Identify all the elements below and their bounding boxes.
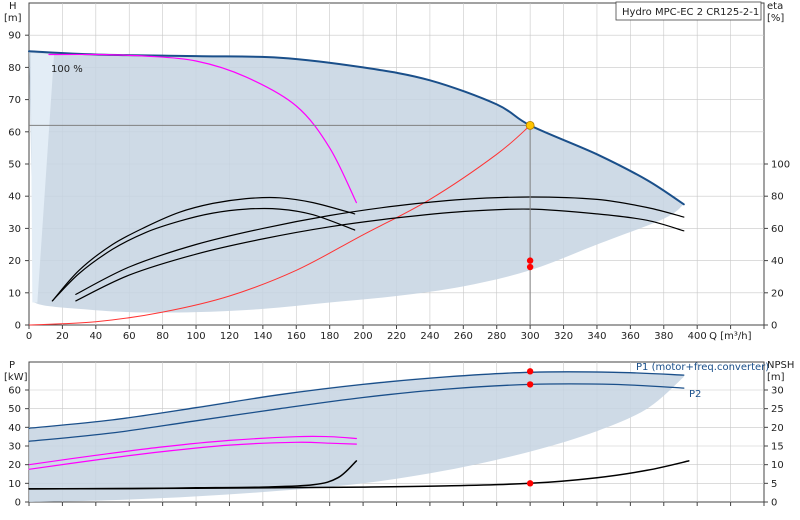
head-x-tick-label: 220 <box>387 331 406 342</box>
power-left-tick-label: 60 <box>8 386 21 397</box>
head-x-tick-label: 80 <box>156 331 169 342</box>
power-left-axis-title: P <box>9 360 15 371</box>
head-right-tick-label: 0 <box>771 321 777 332</box>
head-eff-curve-line <box>75 208 685 302</box>
power-operating-envelope <box>29 371 684 502</box>
power-right-tick-label: 0 <box>771 498 777 509</box>
power-operating-marker <box>526 368 534 375</box>
head-right-axis-unit: [%] <box>767 13 784 24</box>
title-box <box>615 1 762 21</box>
head-x-tick-label: 120 <box>220 331 239 342</box>
power-right-tick-label: 15 <box>771 442 784 453</box>
head-right-tick-label: 60 <box>771 224 784 235</box>
head-left-tick-label: 60 <box>8 127 21 138</box>
axes <box>25 34 768 506</box>
power-right-tick-label: 20 <box>771 423 784 434</box>
head-x-tick-label: 100 <box>186 331 205 342</box>
head-x-tick-label: 60 <box>123 331 136 342</box>
head-left-tick-label: 50 <box>8 160 21 171</box>
head-operating-envelope <box>29 51 684 313</box>
head-right-tick-label: 40 <box>771 256 784 267</box>
head-left-tick-label: 70 <box>8 95 21 106</box>
power-reduced-curve-line <box>28 441 357 470</box>
head-left-axis-title: H <box>9 1 17 12</box>
head-x-tick-label: 140 <box>253 331 272 342</box>
head-x-tick-label: 200 <box>354 331 373 342</box>
chart-title: Hydro MPC-EC 2 CR125-2-1 <box>622 7 759 18</box>
power-left-tick-label: 40 <box>8 423 21 434</box>
power-right-axis-unit: [m] <box>767 372 785 383</box>
series-label-p1: P1 (motor+freq.converter) <box>636 362 769 373</box>
head-left-axis-unit: [m] <box>4 13 22 24</box>
head-operating-marker <box>526 257 534 264</box>
head-left-tick-label: 0 <box>15 321 21 332</box>
head-eff-curve-line <box>75 196 685 295</box>
head-x-tick-label: 40 <box>89 331 102 342</box>
power-left-tick-label: 50 <box>8 404 21 415</box>
head-x-tick-label: 300 <box>521 331 540 342</box>
head-pump-curve-line <box>28 50 685 206</box>
head-x-tick-label: 180 <box>320 331 339 342</box>
head-x-tick-label: 240 <box>420 331 439 342</box>
head-left-tick-label: 10 <box>8 288 21 299</box>
power-operating-marker <box>526 381 534 388</box>
power-reduced-curve-line <box>28 435 357 466</box>
head-system-curve-line <box>28 124 531 326</box>
head-left-tick-label: 30 <box>8 224 21 235</box>
head-left-tick-label: 90 <box>8 31 21 42</box>
head-right-axis-title: eta <box>767 1 783 12</box>
power-right-axis-title: NPSH <box>767 360 794 371</box>
head-x-tick-label: 380 <box>654 331 673 342</box>
head-reduced-curve-line <box>48 53 357 204</box>
head-x-tick-label: 20 <box>56 331 69 342</box>
power-left-tick-label: 30 <box>8 442 21 453</box>
power-power-curve-line <box>28 371 685 429</box>
power-power-curve-line <box>28 383 685 442</box>
head-x-tick-label: 400 <box>688 331 707 342</box>
duty-point-marker <box>525 120 535 130</box>
head-left-tick-label: 80 <box>8 63 21 74</box>
head-x-tick-label: 0 <box>26 331 32 342</box>
head-x-tick-label: 260 <box>454 331 473 342</box>
series <box>28 50 690 490</box>
head-left-tick-label: 40 <box>8 192 21 203</box>
head-x-tick-label: 160 <box>287 331 306 342</box>
envelopes <box>29 51 684 502</box>
power-left-tick-label: 10 <box>8 479 21 490</box>
power-operating-marker <box>526 480 534 487</box>
head-right-tick-label: 100 <box>771 160 790 171</box>
head-x-tick-label: 280 <box>487 331 506 342</box>
head-x-tick-label: 360 <box>621 331 640 342</box>
head-right-tick-label: 20 <box>771 288 784 299</box>
markers <box>525 120 535 487</box>
series-label-p2: P2 <box>689 389 701 400</box>
power-right-tick-label: 5 <box>771 479 777 490</box>
labels: 0102030405060708090020406080100H[m]eta[%… <box>4 1 794 509</box>
head-left-tick-label: 20 <box>8 256 21 267</box>
head-x-axis-label: Q [m³/h] <box>709 331 751 342</box>
power-left-axis-unit: [kW] <box>4 372 28 383</box>
power-left-tick-label: 0 <box>15 498 21 509</box>
head-operating-marker <box>526 263 534 271</box>
power-right-tick-label: 10 <box>771 460 784 471</box>
power-right-tick-label: 30 <box>771 386 784 397</box>
head-right-tick-label: 80 <box>771 192 784 203</box>
head-eff-curve-line <box>51 207 356 302</box>
head-eff-curve-line <box>51 196 356 302</box>
head-x-tick-label: 340 <box>587 331 606 342</box>
head-x-tick-label: 320 <box>554 331 573 342</box>
speed-annotation: 100 % <box>51 64 83 75</box>
power-right-tick-label: 25 <box>771 404 784 415</box>
power-left-tick-label: 20 <box>8 460 21 471</box>
power-npsh-curve-line <box>28 460 690 490</box>
head-low-flow-band <box>30 52 55 303</box>
